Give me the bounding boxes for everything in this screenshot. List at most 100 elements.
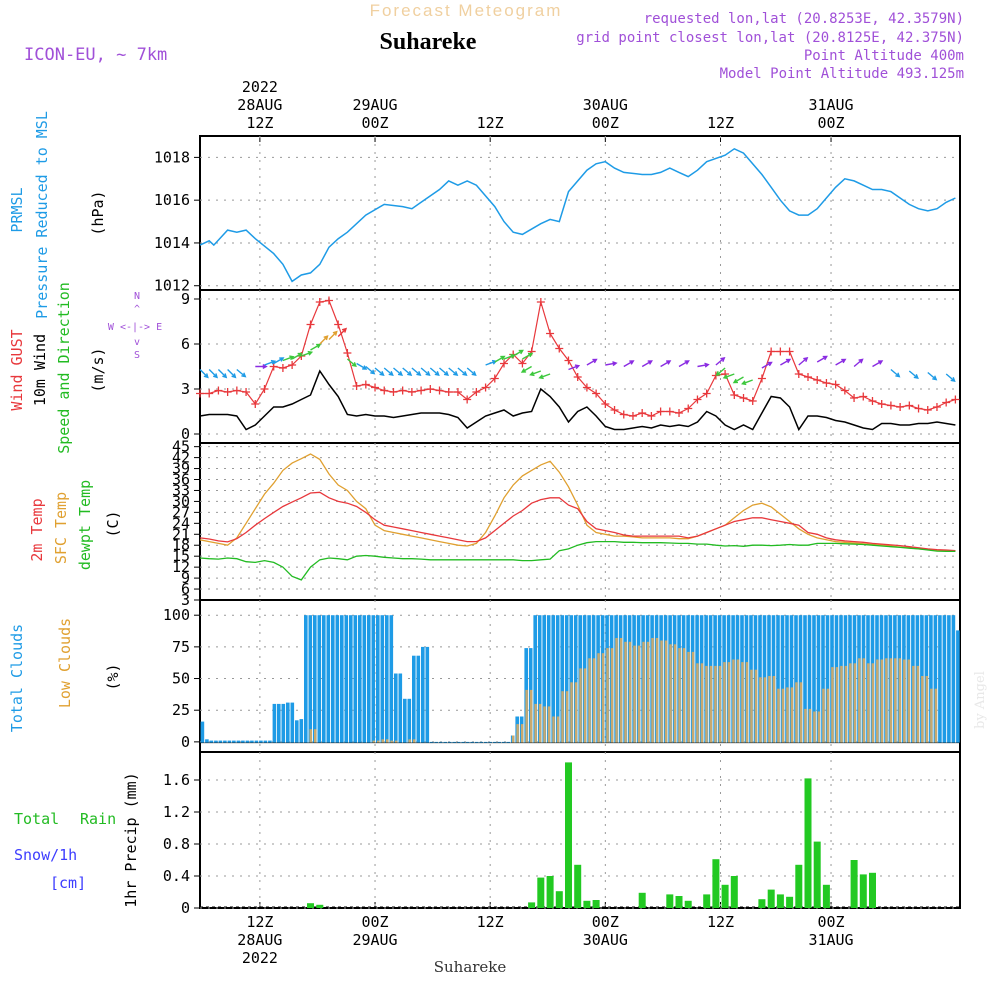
wind-gust-point (343, 349, 352, 357)
station-name: Suhareke (380, 29, 477, 55)
wind-gust-point (444, 388, 453, 396)
low-cloud-bar (880, 659, 884, 743)
low-clouds-label: Low Clouds (56, 618, 74, 708)
wind-gust-point (481, 383, 490, 392)
wind-gust-point (472, 388, 481, 396)
dewpoint-line (199, 540, 956, 581)
bottom-time-label: 00Z (592, 913, 619, 931)
wind-gust-point (518, 359, 527, 368)
total-cloud-bar (236, 740, 241, 743)
low-cloud-bar (790, 687, 794, 743)
rain-bar (565, 762, 572, 908)
rain-label: Rain (80, 810, 116, 828)
wind-direction-arrow (291, 352, 303, 360)
wind-direction-arrow (402, 367, 413, 377)
total-cloud-bar (794, 615, 798, 743)
total-cloud-bar (250, 740, 254, 743)
point-altitude: Point Altitude 400m (804, 48, 964, 64)
wind-gust-point (334, 320, 343, 329)
wind-direction-arrow (429, 367, 440, 377)
y-tick-label: 45 (172, 438, 190, 456)
wind-direction-arrow (273, 357, 285, 365)
wind-direction-arrow (346, 358, 357, 368)
low-cloud-bar (885, 658, 888, 743)
low-cloud-bar (386, 739, 389, 743)
y-tick-label: 15 (172, 547, 190, 565)
y-tick-label: 1.2 (163, 803, 190, 821)
low-cloud-bar (903, 659, 906, 743)
low-cloud-bar (844, 665, 848, 743)
bottom-time-label: 31AUG (808, 931, 853, 949)
total-cloud-bar (385, 615, 389, 743)
compass-up-arrow: ^ (134, 304, 140, 315)
low-cloud-bar (705, 665, 708, 743)
total-cloud-bar (780, 615, 785, 743)
wind-gust-point (886, 401, 895, 410)
low-cloud-bar (552, 716, 555, 743)
wind-direction-arrow (623, 360, 635, 368)
wind-gust-point (251, 400, 260, 408)
total-cloud-bar (299, 719, 304, 743)
low-cloud-bar (763, 677, 767, 743)
low-cloud-bar (822, 688, 825, 743)
low-cloud-bar (516, 724, 519, 743)
total-cloud-bar (317, 615, 322, 743)
y-tick-label: 50 (172, 670, 190, 688)
wind-gust-point (306, 320, 315, 329)
y-tick-label: 1016 (154, 191, 190, 209)
low-cloud-bar (817, 711, 821, 743)
y-tick-label: 27 (172, 503, 190, 521)
wind-direction-arrow (853, 358, 864, 368)
wind-gust-point (951, 395, 960, 404)
total-cloud-bar (209, 740, 214, 743)
wind-gust-point (840, 386, 849, 395)
compass-down-arrow: v (134, 337, 140, 348)
rain-bar (546, 876, 554, 908)
low-cloud-bar (682, 648, 686, 743)
total-cloud-bar (447, 741, 452, 743)
rain-total-label: Total (14, 810, 59, 828)
wind-gust-point (546, 329, 555, 338)
wind-direction-arrow (227, 369, 237, 379)
wind-gust-point (656, 407, 665, 416)
wind-direction-arrow (411, 367, 422, 377)
wind-direction-arrow (319, 335, 329, 345)
wind-gust-point (242, 388, 251, 396)
low-cloud-bar (718, 665, 722, 743)
low-cloud-bar (831, 667, 834, 743)
total-cloud-bar (825, 615, 830, 743)
low-cloud-bar (786, 687, 789, 743)
low-cloud-bar (687, 651, 690, 743)
low-cloud-bar (309, 729, 312, 743)
total-cloud-bar (227, 740, 232, 743)
wind-gust-point (684, 404, 693, 413)
total-cloud-bar (443, 741, 447, 743)
total-cloud-bar (474, 741, 479, 743)
total-cloud-bar (376, 615, 380, 743)
rain-bar (767, 889, 775, 908)
wind-gust-point (942, 398, 951, 407)
pressure-unit: (hPa) (89, 190, 107, 235)
y-tick-label: 25 (172, 701, 190, 719)
low-cloud-bar (754, 669, 758, 743)
wind-gust-point (564, 356, 573, 365)
total-cloud-bar (335, 615, 340, 743)
low-cloud-bar (804, 708, 807, 743)
top-time-label: 00Z (592, 114, 619, 132)
top-time-label: 2022 (242, 78, 278, 96)
wind-gust-point (352, 382, 361, 390)
low-cloud-bar (921, 676, 924, 743)
low-cloud-bar (736, 659, 740, 743)
wind-direction-arrow (715, 367, 726, 377)
total-cloud-bar (951, 615, 956, 743)
wind-gust-point (269, 362, 278, 371)
total-cloud-bar (268, 740, 272, 743)
low-cloud-bar (628, 641, 632, 743)
total-cloud-bar (367, 615, 371, 743)
low-cloud-bar (867, 663, 870, 743)
wind-gust-point (619, 410, 628, 419)
wind-direction-arrow (264, 359, 277, 366)
total-cloud-bar (205, 739, 209, 743)
low-cloud-bar (759, 677, 762, 743)
